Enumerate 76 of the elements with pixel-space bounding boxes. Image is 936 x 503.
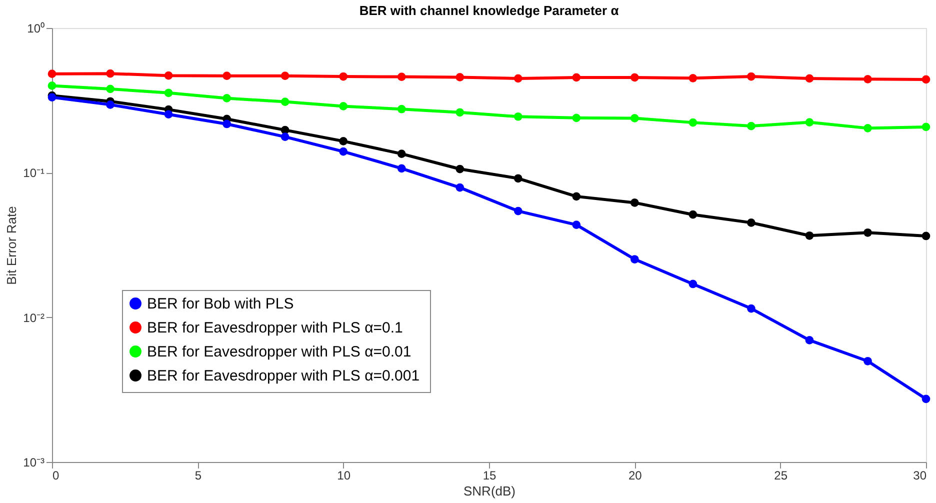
point xyxy=(805,118,814,126)
point xyxy=(747,122,756,130)
chart-title: BER with channel knowledge Parameter α xyxy=(359,3,619,18)
point xyxy=(864,228,872,237)
x-tick-label: 25 xyxy=(774,468,788,482)
point xyxy=(630,114,639,122)
point xyxy=(514,74,522,83)
point xyxy=(456,183,464,192)
legend-label: BER for Eavesdropper with PLS α=0.001 xyxy=(147,368,420,384)
point xyxy=(747,304,756,313)
point xyxy=(688,118,698,127)
point xyxy=(222,72,231,80)
x-tick-label: 5 xyxy=(194,468,202,482)
point xyxy=(339,147,348,156)
point xyxy=(514,112,522,121)
point xyxy=(688,280,698,288)
point xyxy=(339,72,348,81)
point xyxy=(48,82,56,90)
point xyxy=(630,255,639,264)
y-tick-label: 10⁻² xyxy=(23,310,45,325)
point xyxy=(164,110,173,119)
point xyxy=(630,73,639,82)
point xyxy=(572,114,581,122)
y-axis-title: Bit Error Rate xyxy=(4,206,20,285)
point xyxy=(106,100,114,109)
y-tick-label: 10⁻¹ xyxy=(23,166,45,180)
point xyxy=(106,69,114,78)
point xyxy=(164,71,173,80)
point xyxy=(397,150,406,158)
x-axis-title: SNR(dB) xyxy=(463,484,516,498)
point xyxy=(805,74,814,83)
point xyxy=(922,232,930,240)
point xyxy=(456,164,464,174)
x-tick-label: 10 xyxy=(337,468,351,482)
point xyxy=(222,94,231,102)
x-tick-label: 0 xyxy=(52,468,60,482)
point xyxy=(397,164,406,173)
point xyxy=(339,102,348,110)
point xyxy=(922,394,930,404)
y-tick-label: 10⁻³ xyxy=(23,456,45,470)
y-tick-label: 10⁰ xyxy=(27,22,44,36)
point xyxy=(456,108,464,117)
x-tick-label: 15 xyxy=(482,468,496,482)
legend-label: BER for Bob with PLS xyxy=(147,296,294,312)
point xyxy=(747,72,756,81)
point xyxy=(922,122,930,132)
legend-label: BER for Eavesdropper with PLS α=0.1 xyxy=(147,320,403,336)
point xyxy=(164,88,173,98)
point xyxy=(864,74,872,84)
point xyxy=(280,132,290,141)
point xyxy=(514,206,522,216)
point xyxy=(630,198,639,207)
point xyxy=(280,72,290,80)
legend-label: BER for Eavesdropper with PLS α=0.01 xyxy=(147,344,412,360)
point xyxy=(572,220,581,229)
point xyxy=(572,73,581,82)
point xyxy=(805,231,814,240)
point xyxy=(747,218,756,227)
point xyxy=(106,84,114,94)
point xyxy=(339,137,348,146)
x-tick-label: 30 xyxy=(913,468,927,482)
point xyxy=(688,210,698,219)
point xyxy=(456,73,464,82)
point xyxy=(864,356,872,366)
point xyxy=(48,70,56,78)
point xyxy=(397,104,406,114)
point xyxy=(572,192,581,201)
point xyxy=(805,336,814,344)
point xyxy=(864,124,872,132)
point xyxy=(514,174,522,183)
point xyxy=(222,120,231,128)
point xyxy=(922,75,930,84)
point xyxy=(688,74,698,82)
x-tick-label: 20 xyxy=(628,468,642,482)
point xyxy=(397,72,406,81)
point xyxy=(280,98,290,106)
